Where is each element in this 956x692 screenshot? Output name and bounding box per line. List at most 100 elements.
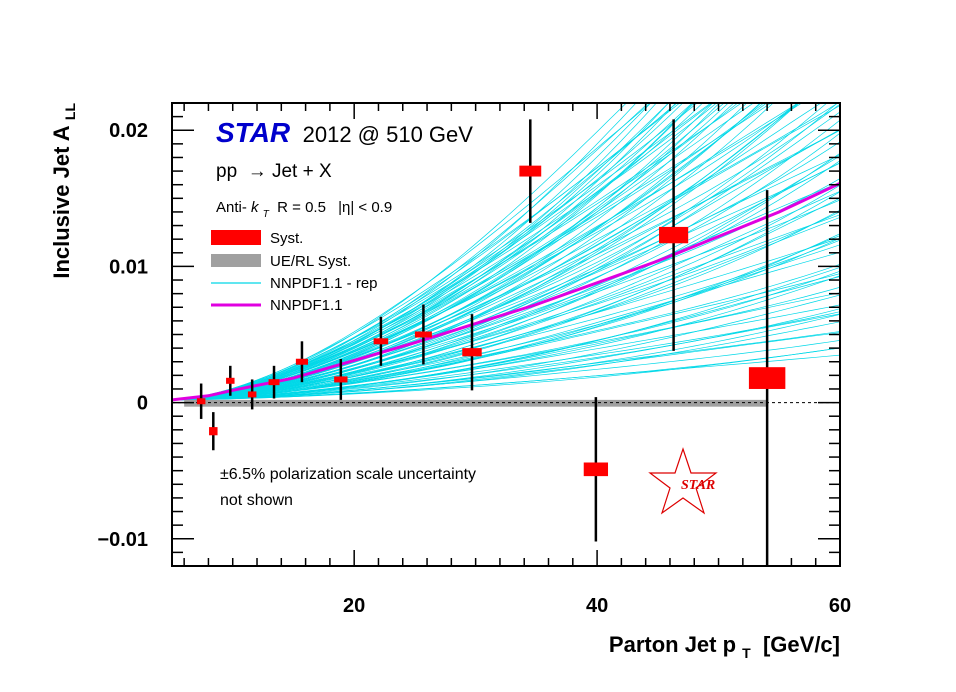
y-tick-label: 0.02 xyxy=(109,120,148,142)
ue-band-layer xyxy=(184,399,768,407)
data-point xyxy=(659,119,689,351)
legend-syst-label: Syst. xyxy=(270,230,303,247)
star-logo-text: STAR xyxy=(681,478,715,493)
central-curve xyxy=(172,181,840,402)
data-points xyxy=(196,119,786,566)
replica-curve xyxy=(172,103,669,401)
x-axis-label-unit: [GeV/c] xyxy=(757,632,840,657)
data-point xyxy=(226,365,235,396)
syst-box xyxy=(226,377,235,384)
replica-curve xyxy=(172,103,755,401)
syst-box xyxy=(519,165,542,177)
data-point xyxy=(414,304,432,365)
x-tick-label: 40 xyxy=(586,595,608,617)
replica-curve xyxy=(172,103,742,401)
legend-replica-label: NNPDF1.1 - rep xyxy=(270,275,378,292)
x-tick-label: 20 xyxy=(343,595,365,617)
replica-curve xyxy=(172,103,695,401)
y-axis-label-sub: LL xyxy=(62,103,78,121)
central-curve-layer xyxy=(172,181,840,402)
data-point xyxy=(247,379,257,410)
title-text: STAR 2012 @ 510 GeV xyxy=(216,117,473,148)
syst-box xyxy=(462,348,482,357)
replica-curve xyxy=(172,197,840,401)
syst-box xyxy=(414,331,432,338)
y-tick-label: 0 xyxy=(137,393,148,415)
replica-curve xyxy=(172,153,840,401)
axes: 20 40 60 −0.01 0 0.01 0.02 xyxy=(97,102,851,617)
legend-ue-swatch xyxy=(211,254,261,267)
x-axis-label-main: Parton Jet p xyxy=(609,632,736,657)
cuts-algo-prefix: Anti- xyxy=(216,199,247,216)
y-axis-label-main: Inclusive Jet A xyxy=(49,125,74,278)
syst-box xyxy=(659,226,689,244)
replica-curve xyxy=(172,103,657,401)
syst-box xyxy=(247,391,257,398)
data-point xyxy=(196,383,206,419)
cuts-label: Anti- k T R = 0.5 |η| < 0.9 xyxy=(216,199,392,221)
star-logo: STAR xyxy=(648,447,718,515)
x-tick-label: 60 xyxy=(829,595,851,617)
data-point xyxy=(373,316,389,366)
cuts-radius: R = 0.5 xyxy=(273,199,326,216)
data-point xyxy=(748,190,786,566)
replica-curve xyxy=(172,103,712,401)
replica-curves xyxy=(172,103,840,401)
replica-curve xyxy=(172,103,678,401)
replica-curve xyxy=(172,308,840,401)
cuts-algo-sub: T xyxy=(263,209,270,220)
data-point xyxy=(295,341,309,383)
replica-curve xyxy=(172,191,840,401)
replica-curve xyxy=(172,314,840,401)
syst-box xyxy=(334,376,348,383)
replica-curve xyxy=(172,103,637,401)
replica-curve xyxy=(172,103,720,401)
replica-curve xyxy=(172,103,822,401)
replica-curve xyxy=(172,347,840,401)
cuts-eta: |η| < 0.9 xyxy=(338,199,392,216)
legend-ue-label: UE/RL Syst. xyxy=(270,253,351,270)
syst-box xyxy=(209,427,218,436)
replica-curve xyxy=(172,103,768,401)
data-point xyxy=(268,365,280,399)
syst-box xyxy=(748,367,786,389)
syst-box xyxy=(196,398,206,405)
replica-curve xyxy=(172,103,800,401)
title-rest: 2012 @ 510 GeV xyxy=(303,122,474,147)
legend-syst-swatch xyxy=(211,230,261,245)
note-line-2: not shown xyxy=(220,492,293,509)
y-tick-label: 0.01 xyxy=(109,256,148,278)
syst-box xyxy=(268,379,280,386)
cuts-algo-k: k xyxy=(251,199,260,216)
data-point xyxy=(334,359,348,400)
syst-box xyxy=(373,338,389,345)
star-logo-shape xyxy=(648,447,718,515)
replica-curve xyxy=(172,119,840,401)
data-point xyxy=(209,412,218,451)
replica-curve xyxy=(172,103,677,401)
syst-box xyxy=(295,358,309,365)
y-tick-label: −0.01 xyxy=(97,529,148,551)
data-point xyxy=(583,397,609,542)
data-point xyxy=(519,119,542,223)
title-brand: STAR xyxy=(216,117,291,148)
legend: Syst. UE/RL Syst. NNPDF1.1 - rep NNPDF1.… xyxy=(211,230,378,314)
replica-curve xyxy=(172,190,840,401)
replica-curve xyxy=(172,103,681,401)
replica-curve xyxy=(172,332,840,401)
replica-curve xyxy=(172,304,840,401)
data-point xyxy=(462,314,482,391)
replica-curve xyxy=(172,267,840,401)
replica-curve xyxy=(172,162,840,401)
note-line-1: ±6.5% polarization scale uncertainty xyxy=(220,466,476,483)
ue-band xyxy=(184,399,768,407)
syst-box xyxy=(583,462,609,477)
x-axis-label-sub: T xyxy=(742,645,751,661)
replica-curve xyxy=(172,111,840,401)
legend-central-label: NNPDF1.1 xyxy=(270,297,343,314)
process-label: pp → Jet + X xyxy=(216,161,332,182)
x-axis-label: Parton Jet p T [GeV/c] xyxy=(609,632,840,663)
y-axis-label: Inclusive Jet A LL xyxy=(49,103,78,279)
replica-curve xyxy=(172,103,627,401)
